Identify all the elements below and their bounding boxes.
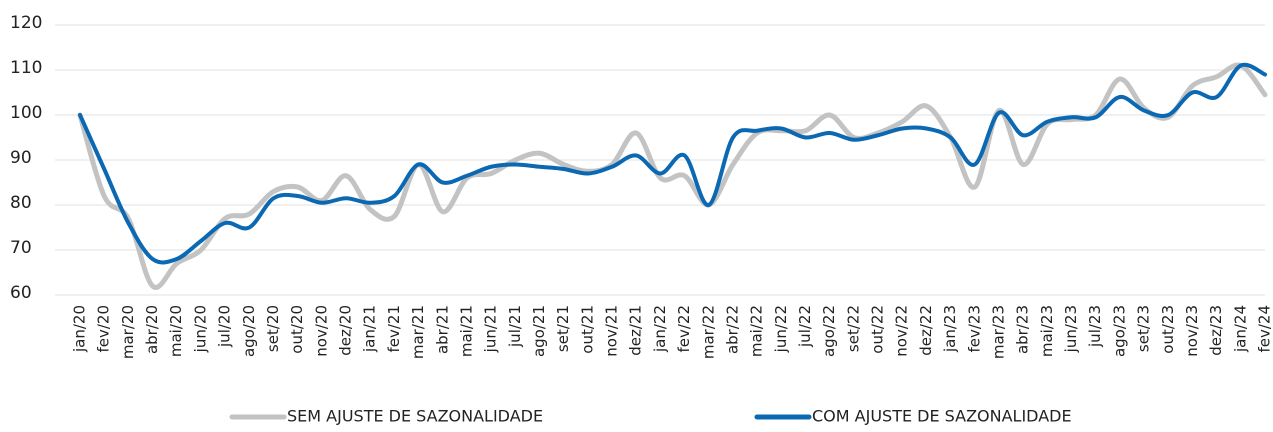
x-tick-label: mar/20 bbox=[119, 305, 137, 359]
legend-label: COM AJUSTE DE SAZONALIDADE bbox=[812, 407, 1072, 426]
x-tick-label: ago/20 bbox=[240, 305, 258, 357]
x-tick-label: set/21 bbox=[554, 305, 572, 352]
x-tick-label: jan/20 bbox=[71, 305, 89, 353]
x-tick-label: abr/22 bbox=[723, 305, 741, 354]
x-tick-label: fev/22 bbox=[675, 305, 693, 353]
y-tick-label: 90 bbox=[10, 148, 32, 168]
x-tick-label: nov/21 bbox=[603, 305, 621, 357]
x-tick-label: jan/21 bbox=[361, 305, 379, 353]
x-tick-label: fev/23 bbox=[965, 305, 983, 353]
x-tick-label: jul/20 bbox=[216, 305, 234, 348]
x-tick-label: jun/20 bbox=[191, 305, 209, 353]
x-tick-label: fev/20 bbox=[95, 305, 113, 353]
x-tick-label: abr/23 bbox=[1014, 305, 1032, 354]
x-tick-label: mar/22 bbox=[699, 305, 717, 359]
x-tick-label: jul/21 bbox=[506, 305, 524, 348]
x-tick-label: jun/23 bbox=[1062, 305, 1080, 353]
x-tick-label: jul/22 bbox=[796, 305, 814, 348]
y-tick-label: 120 bbox=[10, 13, 42, 33]
x-tick-label: abr/21 bbox=[433, 305, 451, 354]
x-tick-label: set/22 bbox=[844, 305, 862, 352]
x-tick-label: fev/21 bbox=[385, 305, 403, 353]
x-tick-label: nov/23 bbox=[1183, 305, 1201, 357]
x-tick-label: jan/22 bbox=[651, 305, 669, 353]
x-tick-label: set/20 bbox=[264, 305, 282, 352]
y-tick-label: 80 bbox=[10, 193, 32, 213]
x-tick-label: out/21 bbox=[578, 305, 596, 354]
x-tick-label: jun/22 bbox=[772, 305, 790, 353]
x-tick-label: set/23 bbox=[1135, 305, 1153, 352]
x-tick-label: jun/21 bbox=[482, 305, 500, 353]
x-tick-label: nov/20 bbox=[312, 305, 330, 357]
x-tick-label: mar/23 bbox=[989, 305, 1007, 359]
x-tick-label: ago/22 bbox=[820, 305, 838, 357]
line-series bbox=[80, 65, 1265, 263]
x-tick-label: dez/22 bbox=[917, 305, 935, 356]
y-tick-label: 70 bbox=[10, 238, 32, 258]
x-tick-label: dez/21 bbox=[627, 305, 645, 356]
x-tick-label: nov/22 bbox=[893, 305, 911, 357]
x-tick-label: dez/20 bbox=[337, 305, 355, 356]
x-tick-label: mai/21 bbox=[457, 305, 475, 357]
x-tick-label: mai/20 bbox=[167, 305, 185, 357]
x-tick-label: ago/23 bbox=[1110, 305, 1128, 357]
line-series bbox=[80, 65, 1265, 287]
x-tick-label: out/22 bbox=[869, 305, 887, 354]
x-tick-label: jan/24 bbox=[1231, 305, 1249, 353]
x-tick-label: out/23 bbox=[1159, 305, 1177, 354]
x-tick-label: jan/23 bbox=[941, 305, 959, 353]
x-tick-label: mai/23 bbox=[1038, 305, 1056, 357]
legend-label: SEM AJUSTE DE SAZONALIDADE bbox=[287, 407, 543, 426]
y-tick-label: 100 bbox=[10, 103, 42, 123]
x-tick-label: ago/21 bbox=[530, 305, 548, 357]
y-tick-label: 110 bbox=[10, 58, 42, 78]
x-tick-label: jul/23 bbox=[1086, 305, 1104, 348]
x-tick-label: abr/20 bbox=[143, 305, 161, 354]
y-tick-label: 60 bbox=[10, 283, 32, 303]
x-tick-label: out/20 bbox=[288, 305, 306, 354]
x-tick-label: dez/23 bbox=[1207, 305, 1225, 356]
x-tick-label: fev/24 bbox=[1256, 305, 1273, 353]
x-tick-label: mar/21 bbox=[409, 305, 427, 359]
x-tick-label: mai/22 bbox=[748, 305, 766, 357]
